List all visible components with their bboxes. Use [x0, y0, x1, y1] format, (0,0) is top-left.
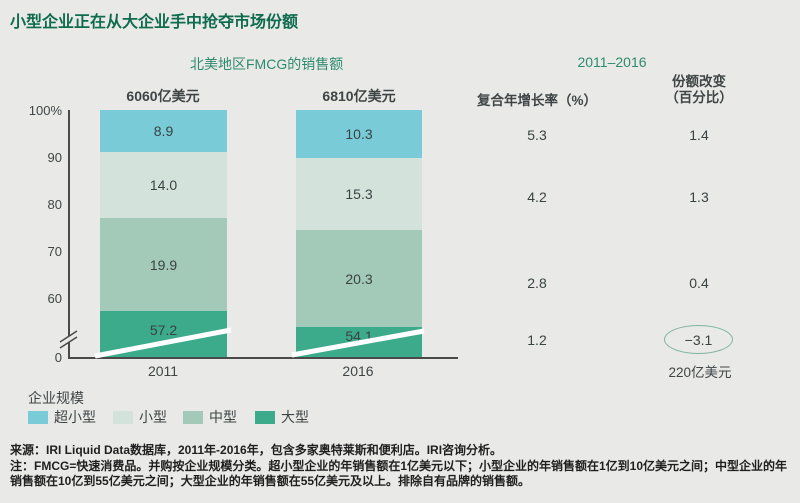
- share-change-small: 1.3: [689, 189, 709, 205]
- y-tick-60: 60: [47, 291, 62, 306]
- legend-label-small: 小型: [139, 409, 167, 425]
- bar-2016-value-medium: 20.3: [345, 270, 373, 287]
- source-note: 来源：IRI Liquid Data数据库，2011年-2016年，包含多家奥特…: [10, 443, 503, 457]
- stacked-bar-2016: 10.3 15.3 20.3 54.1: [296, 110, 422, 357]
- legend-item-large: 大型: [255, 407, 309, 427]
- bar-2016-segment-large: 54.1: [296, 327, 422, 357]
- bar-2016-value-ultrasmall: 10.3: [345, 126, 373, 142]
- legend-swatch-small: [113, 410, 133, 424]
- y-tick-100: 100%: [28, 103, 62, 118]
- bar-2016-segment-ultrasmall: 10.3: [296, 110, 422, 158]
- bar-2011-value-large: 57.2: [149, 322, 178, 339]
- share-change-header-line2: （百分比）: [665, 90, 733, 105]
- bar-2011-value-ultrasmall: 8.9: [153, 123, 174, 139]
- x-label-2011: 2011: [147, 363, 179, 379]
- legend-item-small: 小型: [113, 407, 167, 427]
- legend-item-ultrasmall: 超小型: [28, 407, 96, 427]
- legend-label-ultrasmall: 超小型: [54, 409, 96, 425]
- legend-label-large: 大型: [281, 409, 309, 425]
- bar-2011-value-medium: 19.9: [149, 256, 178, 273]
- chart-subtitle: 北美地区FMCG的销售额: [190, 56, 344, 72]
- cagr-value-large: 1.2: [527, 332, 547, 348]
- y-tick-70: 70: [47, 244, 62, 259]
- bar-2011-value-small: 14.0: [149, 177, 178, 193]
- legend-swatch-large: [255, 410, 275, 424]
- method-note: 注：FMCG=快速消费品。并购按企业规模分类。超小型企业的年销售额在1亿美元以下…: [10, 458, 788, 489]
- bar-2011-segment-ultrasmall: 8.9: [100, 110, 227, 152]
- y-tick-90: 90: [47, 150, 62, 165]
- bar-2016-segment-medium: 20.3: [296, 230, 422, 327]
- x-label-2016: 2016: [342, 363, 374, 379]
- legend-swatch-medium: [183, 410, 203, 424]
- bar-2016-segment-small: 15.3: [296, 158, 422, 230]
- y-tick-80: 80: [47, 197, 62, 212]
- share-change-large-highlight-ellipse: −3.1: [664, 325, 733, 354]
- share-change-header-line1: 份额改变: [672, 74, 726, 89]
- bar-2016-value-small: 15.3: [345, 186, 373, 202]
- y-tick-0: 0: [54, 350, 62, 365]
- bar-2011-segment-large: 57.2: [100, 311, 227, 357]
- stacked-bar-2011: 8.9 14.0 19.9 57.2: [100, 110, 227, 357]
- y-axis-line: [68, 110, 70, 357]
- bar-total-2016: 6810亿美元: [322, 88, 396, 104]
- bar-total-2011: 6060亿美元: [126, 88, 200, 104]
- cagr-value-small: 4.2: [527, 189, 547, 205]
- legend-title: 企业规模: [28, 390, 84, 406]
- share-change-medium: 0.4: [689, 275, 709, 291]
- period-label: 2011–2016: [577, 54, 647, 70]
- cagr-value-medium: 2.8: [527, 275, 547, 291]
- bar-2011-segment-small: 14.0: [100, 152, 227, 218]
- bar-2011-segment-medium: 19.9: [100, 218, 227, 311]
- share-change-column-header: 份额改变 （百分比）: [639, 74, 759, 106]
- share-change-large: −3.1: [684, 331, 713, 348]
- page-title: 小型企业正在从大企业手中抢夺市场份额: [10, 14, 299, 31]
- footer: 来源：IRI Liquid Data数据库，2011年-2016年，包含多家奥特…: [10, 443, 788, 490]
- cagr-column-header: 复合年增长率（%）: [476, 93, 597, 108]
- bar-2016-value-large: 54.1: [345, 328, 373, 344]
- legend-swatch-ultrasmall: [28, 410, 48, 424]
- x-axis-line: [68, 357, 458, 359]
- share-change-ultrasmall: 1.4: [689, 127, 709, 143]
- legend-label-medium: 中型: [209, 409, 237, 425]
- money-note: 220亿美元: [668, 365, 732, 380]
- legend-item-medium: 中型: [183, 407, 237, 427]
- cagr-value-ultrasmall: 5.3: [527, 127, 547, 143]
